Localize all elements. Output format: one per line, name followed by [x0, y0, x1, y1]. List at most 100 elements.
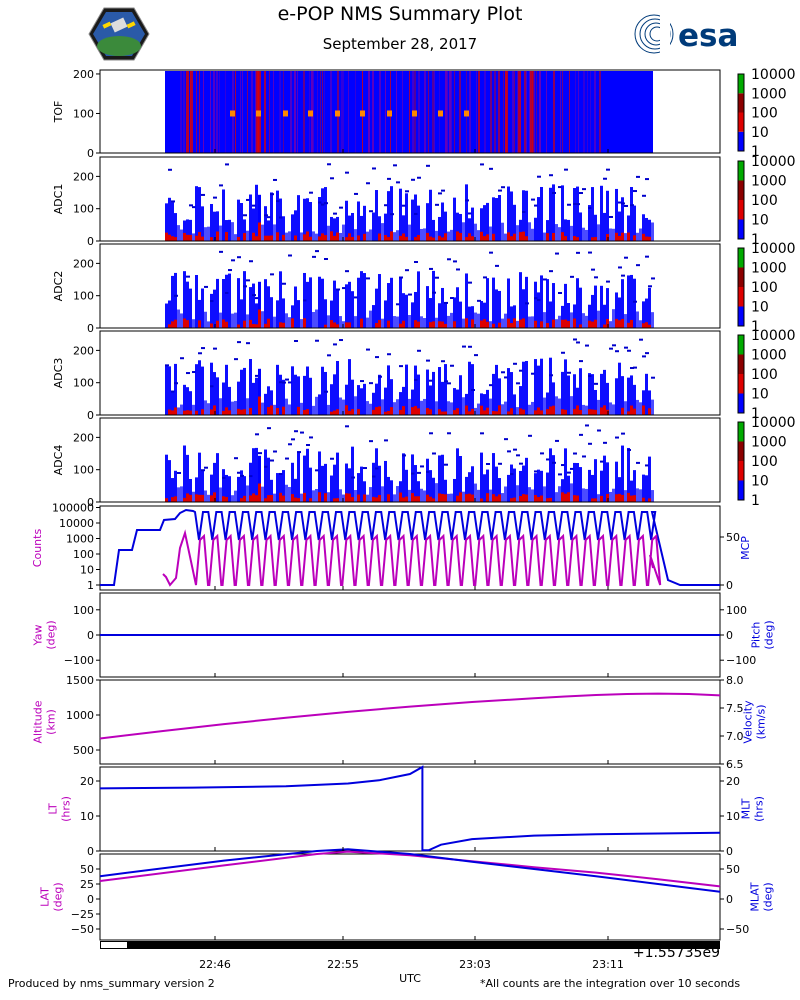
adc3-bar: [336, 361, 339, 415]
adc2-speck: [648, 285, 652, 288]
alt_vel-ylabel-right-line: Velocity: [742, 700, 755, 744]
lat_mlat-ytick-right-label: 50: [726, 863, 740, 876]
adc3-red: [183, 410, 186, 415]
tof-colorbar-frame: [737, 73, 745, 152]
adc3-red: [201, 409, 204, 415]
adc1-speck: [438, 192, 442, 195]
mlat-line: [99, 848, 721, 893]
adc2-colorbar-frame: [737, 247, 745, 327]
adc1-bar: [612, 228, 615, 241]
adc4-red: [537, 497, 540, 502]
adc2-speck: [447, 258, 451, 261]
adc3-bar: [597, 399, 600, 415]
adc3-frame: [99, 330, 721, 416]
tof-line: [517, 71, 518, 153]
adc4-bar: [351, 446, 354, 502]
adc4-bar: [642, 474, 645, 502]
adc4-bar: [444, 479, 447, 502]
adc3-speck: [378, 375, 382, 378]
adc4-bar: [306, 448, 309, 502]
lt_mlt-ylabel-left-line: LT: [47, 803, 60, 815]
adc4-bar: [636, 488, 639, 502]
adc1-bar: [357, 201, 360, 241]
adc3-bar: [318, 394, 321, 415]
adc2-red: [216, 320, 219, 328]
lat_mlat-ytick-right-label: 0: [726, 893, 733, 906]
adc4-colorbar-seg: [738, 461, 744, 481]
adc1-red: [564, 236, 567, 241]
adc3-red: [573, 408, 576, 415]
adc3-speck: [213, 347, 217, 350]
adc3-red: [171, 410, 174, 415]
adc3-speck: [360, 380, 364, 383]
adc1-bar: [396, 230, 399, 241]
adc2-bar: [618, 297, 621, 328]
adc3-bar: [228, 386, 231, 415]
adc1-bar: [372, 212, 375, 241]
adc4-speck: [279, 472, 283, 475]
adc2-colorbar-label: 10000: [751, 241, 796, 257]
adc3-bar: [546, 392, 549, 415]
adc2-bar: [519, 272, 522, 328]
adc1-bar: [615, 188, 618, 241]
adc2-bar: [366, 317, 369, 328]
lt_mlt-ylabel-left: LT (hrs): [47, 796, 73, 822]
adc4-bar: [213, 462, 216, 502]
adc1-speck: [405, 190, 409, 193]
adc2-bar: [174, 272, 177, 328]
alt_vel-ytick-label: 1500: [66, 674, 94, 687]
adc3-bar: [195, 364, 198, 415]
adc3-bar: [201, 366, 204, 415]
adc3-speck: [417, 349, 421, 352]
adc3-red: [225, 407, 228, 415]
adc1-bar: [222, 189, 225, 241]
adc2-bar: [630, 274, 633, 328]
adc3-bar: [645, 373, 648, 415]
adc2-bar: [279, 271, 282, 328]
tof-line: [560, 71, 561, 153]
adc3-red: [519, 408, 522, 415]
adc3-red: [633, 408, 636, 415]
adc1-bar: [492, 197, 495, 241]
adc1-red: [417, 234, 420, 241]
adc3-bar: [348, 359, 351, 415]
adc1-bar: [510, 191, 513, 241]
adc3-red: [507, 411, 510, 415]
adc4-bar: [348, 468, 351, 502]
adc4-red: [303, 492, 306, 502]
adc4-red: [540, 495, 543, 502]
alt_vel-ytick-right-label: 7.0: [726, 730, 744, 743]
adc1-speck: [582, 188, 586, 191]
adc2-speck: [636, 264, 640, 267]
adc1-bar: [285, 232, 288, 241]
lat_mlat-ylabel-right-line: (deg): [762, 882, 775, 911]
adc3-bar: [582, 404, 585, 415]
footer-left: Produced by nms_summary version 2: [8, 977, 215, 990]
alt_vel-ytick-label: 500: [73, 744, 94, 757]
tof-line: [235, 71, 236, 153]
adc1-speck: [366, 182, 370, 185]
time-strip: [100, 941, 720, 949]
adc4-red: [621, 494, 624, 502]
adc2-speck: [468, 281, 472, 284]
adc2-speck: [606, 280, 610, 283]
adc1-red: [189, 234, 192, 241]
adc4-red: [372, 496, 375, 502]
adc1-bar: [564, 219, 567, 241]
adc1-bar: [471, 207, 474, 241]
adc1-speck: [225, 163, 229, 166]
adc1-bar: [378, 216, 381, 241]
adc3-speck: [282, 381, 286, 384]
tof-line: [379, 71, 381, 153]
adc1-red: [399, 235, 402, 241]
tof-line: [210, 71, 211, 153]
adc1-bar: [270, 192, 273, 241]
adc1-bar: [435, 230, 438, 241]
adc4-red: [363, 494, 366, 502]
tof-line: [590, 71, 591, 153]
adc1-red: [303, 234, 306, 241]
adc4-bar: [210, 474, 213, 502]
adc4-red: [333, 498, 336, 502]
adc4-bar: [207, 494, 210, 502]
